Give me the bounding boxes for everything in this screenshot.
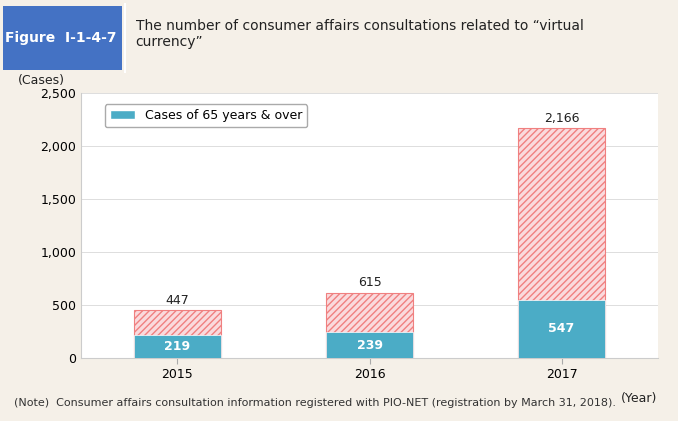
FancyBboxPatch shape [3, 6, 122, 70]
Text: (Note)  Consumer affairs consultation information registered with PIO-NET (regis: (Note) Consumer affairs consultation inf… [14, 398, 616, 408]
Bar [134, 310, 220, 358]
Bar [326, 293, 413, 358]
Text: 547: 547 [549, 322, 575, 336]
Bar [519, 300, 605, 358]
Text: (Cases): (Cases) [18, 75, 65, 87]
Text: (Year): (Year) [621, 392, 658, 405]
Bar [134, 335, 220, 358]
Bar [519, 128, 605, 358]
Text: The number of consumer affairs consultations related to “virtual
currency”: The number of consumer affairs consultat… [136, 19, 584, 49]
Text: 2,166: 2,166 [544, 112, 580, 125]
Text: 615: 615 [357, 277, 382, 289]
Bar [326, 333, 413, 358]
Text: 219: 219 [164, 340, 191, 353]
Text: 447: 447 [165, 294, 189, 307]
Text: 239: 239 [357, 338, 382, 352]
Text: Figure  I-1-4-7: Figure I-1-4-7 [5, 31, 117, 45]
Legend: Cases of 65 years & over: Cases of 65 years & over [105, 104, 307, 127]
